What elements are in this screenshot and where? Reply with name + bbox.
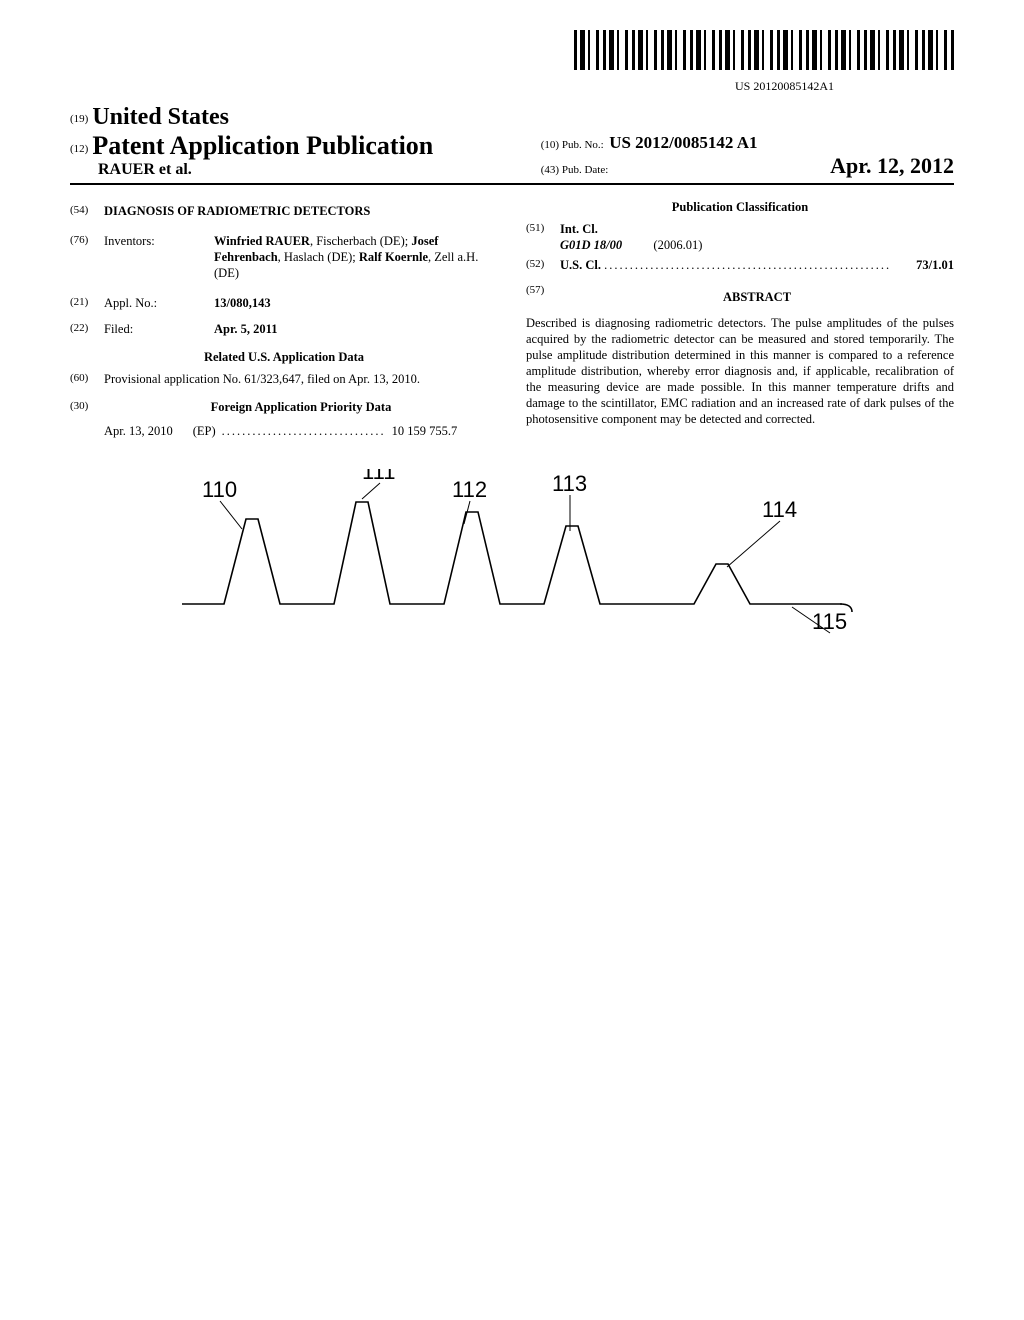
code-43: (43) (541, 164, 559, 176)
applno: 13/080,143 (214, 295, 498, 311)
filed-row: (22) Filed: Apr. 5, 2011 (70, 321, 498, 337)
foreign-date: Apr. 13, 2010 (104, 423, 173, 439)
code-10: (10) (541, 139, 559, 151)
invention-title: DIAGNOSIS OF RADIOMETRIC DETECTORS (104, 203, 498, 219)
svg-text:115: 115 (812, 609, 847, 634)
foreign-country: (EP) (193, 423, 216, 439)
left-column: (54) DIAGNOSIS OF RADIOMETRIC DETECTORS … (70, 199, 498, 443)
figure-svg: 110 111 112 113 114 115 (152, 469, 872, 639)
foreign-title-row: (30) Foreign Application Priority Data (70, 399, 498, 415)
code-19: (19) (70, 113, 88, 125)
foreign-number: 10 159 755.7 (392, 423, 458, 439)
filed-date: Apr. 5, 2011 (214, 321, 498, 337)
inventors-value: Winfried RAUER, Fischerbach (DE); Josef … (214, 233, 498, 281)
barcode-number: US 20120085142A1 (70, 79, 834, 94)
abstract-title: ABSTRACT (560, 289, 954, 305)
inventors-label: Inventors: (104, 233, 214, 281)
figure: 110 111 112 113 114 115 (70, 469, 954, 644)
svg-text:113: 113 (552, 471, 587, 496)
svg-text:110: 110 (202, 477, 237, 502)
pubclass-title: Publication Classification (526, 199, 954, 215)
code-51: (51) (526, 221, 560, 253)
code-54: (54) (70, 203, 104, 219)
related-title: Related U.S. Application Data (70, 349, 498, 365)
inventor-2-loc: , Haslach (DE); (278, 250, 359, 264)
pubdate-label-text: Pub. Date: (562, 164, 608, 176)
pubtype-line: (12) Patent Application Publication (70, 131, 527, 161)
applno-label: Appl. No.: (104, 295, 214, 311)
barcode-graphic (574, 30, 954, 70)
country: United States (92, 104, 229, 130)
header-left: (19) United States (12) Patent Applicati… (70, 104, 527, 179)
intcl-line: G01D 18/00 (2006.01) (560, 237, 954, 253)
code-22: (22) (70, 321, 104, 337)
title-row: (54) DIAGNOSIS OF RADIOMETRIC DETECTORS (70, 203, 498, 219)
inventor-1-loc: , Fischerbach (DE); (310, 234, 411, 248)
svg-text:111: 111 (362, 469, 395, 484)
body-columns: (54) DIAGNOSIS OF RADIOMETRIC DETECTORS … (70, 199, 954, 443)
code-30: (30) (70, 399, 104, 415)
intcl-row: (51) Int. Cl. G01D 18/00 (2006.01) (526, 221, 954, 253)
foreign-data-row: Apr. 13, 2010 (EP) .....................… (70, 423, 498, 439)
provisional-text: Provisional application No. 61/323,647, … (104, 371, 498, 387)
header-right: (10) Pub. No.: US 2012/0085142 A1 (43) P… (527, 133, 954, 179)
code-52: (52) (526, 257, 560, 273)
uscl-line: U.S. Cl. ...............................… (560, 257, 954, 273)
header: (19) United States (12) Patent Applicati… (70, 104, 954, 185)
inventors-row: (76) Inventors: Winfried RAUER, Fischerb… (70, 233, 498, 281)
pubno-row: (10) Pub. No.: US 2012/0085142 A1 (541, 133, 954, 153)
country-line: (19) United States (70, 104, 527, 131)
authors-line: RAUER et al. (70, 161, 527, 179)
right-column: Publication Classification (51) Int. Cl.… (526, 199, 954, 443)
foreign-title: Foreign Application Priority Data (104, 399, 498, 415)
intcl-block: Int. Cl. G01D 18/00 (2006.01) (560, 221, 954, 253)
svg-text:112: 112 (452, 477, 487, 502)
uscl-label: U.S. Cl. (560, 257, 601, 273)
intcl-label: Int. Cl. (560, 221, 954, 237)
filed-label: Filed: (104, 321, 214, 337)
code-60: (60) (70, 371, 104, 387)
publication-type: Patent Application Publication (92, 131, 433, 160)
pubdate-row: (43) Pub. Date: Apr. 12, 2012 (541, 153, 954, 179)
pubno-label: Pub. No.: (559, 139, 609, 151)
pubdate-label: Pub. Date: (559, 164, 608, 176)
abstract-header-row: (57) ABSTRACT (526, 283, 954, 311)
barcode-region (70, 30, 954, 75)
abstract-body: Described is diagnosing radiometric dete… (526, 315, 954, 427)
pubno-label-text: Pub. No.: (562, 139, 604, 151)
inventor-1-name: Winfried RAUER (214, 234, 310, 248)
foreign-dots: ................................ (222, 423, 386, 439)
pubdate: Apr. 12, 2012 (830, 153, 954, 179)
provisional-row: (60) Provisional application No. 61/323,… (70, 371, 498, 387)
uscl-dots: ........................................… (604, 257, 913, 273)
pubno: US 2012/0085142 A1 (609, 133, 757, 153)
code-57: (57) (526, 283, 560, 311)
inventor-3-name: Ralf Koernle (359, 250, 428, 264)
svg-text:114: 114 (762, 497, 797, 522)
uscl-value: 73/1.01 (916, 257, 954, 273)
intcl-year: (2006.01) (653, 238, 702, 252)
uscl-row: (52) U.S. Cl. ..........................… (526, 257, 954, 273)
applno-row: (21) Appl. No.: 13/080,143 (70, 295, 498, 311)
code-76: (76) (70, 233, 104, 281)
code-21: (21) (70, 295, 104, 311)
intcl-code: G01D 18/00 (560, 238, 622, 252)
code-12: (12) (70, 143, 88, 155)
